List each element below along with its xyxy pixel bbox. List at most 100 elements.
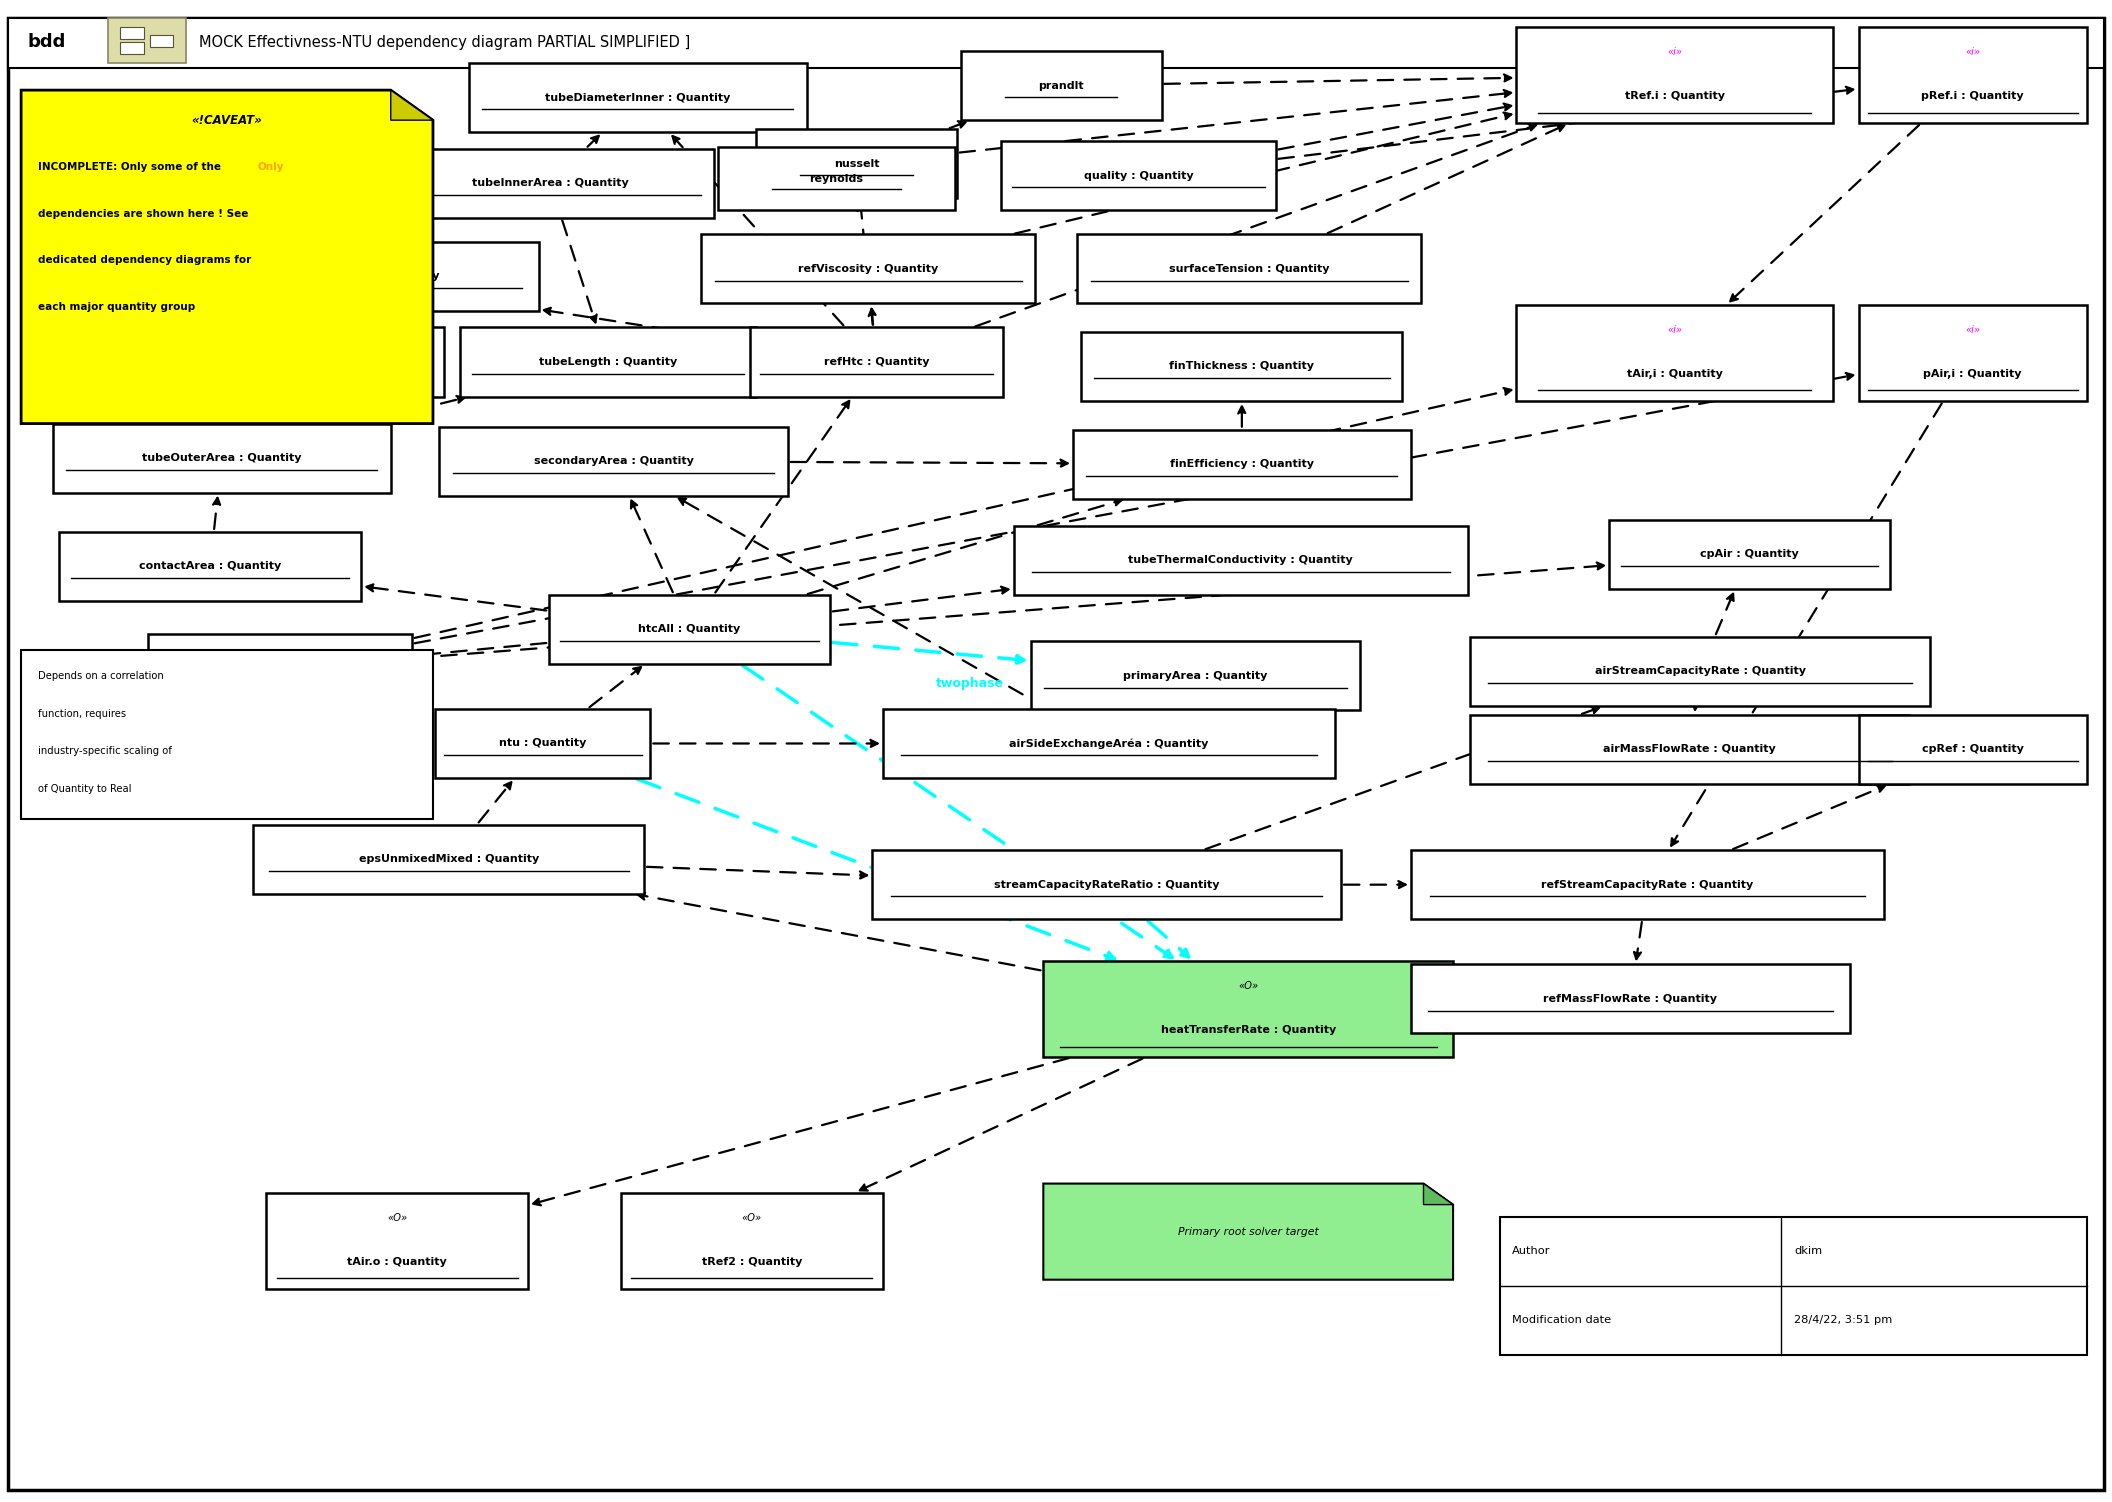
Text: Depends on a correlation: Depends on a correlation — [38, 671, 165, 682]
Text: tAir,i : Quantity: tAir,i : Quantity — [1626, 369, 1723, 379]
Text: «O»: «O» — [386, 1212, 408, 1223]
FancyBboxPatch shape — [386, 149, 714, 218]
Text: dependencies are shown here ! See: dependencies are shown here ! See — [38, 209, 249, 219]
Text: Only: Only — [258, 162, 285, 173]
Text: surfaceTension : Quantity: surfaceTension : Quantity — [1170, 264, 1328, 273]
FancyBboxPatch shape — [150, 35, 173, 47]
Text: bdd: bdd — [27, 33, 65, 51]
Text: «i»: «i» — [1666, 47, 1683, 57]
FancyBboxPatch shape — [469, 63, 807, 132]
Text: secondaryArea : Quantity: secondaryArea : Quantity — [534, 457, 693, 466]
FancyBboxPatch shape — [266, 1193, 528, 1289]
FancyBboxPatch shape — [1859, 305, 2087, 401]
Text: airHtc : Quantity: airHtc : Quantity — [228, 664, 332, 673]
Text: «i»: «i» — [1964, 324, 1981, 335]
Text: of Quantity to Real: of Quantity to Real — [38, 784, 131, 795]
FancyBboxPatch shape — [1609, 520, 1890, 589]
FancyBboxPatch shape — [961, 51, 1162, 120]
FancyBboxPatch shape — [1043, 961, 1453, 1057]
Text: fluidThermalConductivity : Quantity: fluidThermalConductivity : Quantity — [215, 272, 439, 281]
Text: htcAll : Quantity: htcAll : Quantity — [638, 625, 741, 634]
Text: tAir.o : Quantity: tAir.o : Quantity — [346, 1257, 448, 1266]
FancyBboxPatch shape — [53, 424, 391, 493]
FancyBboxPatch shape — [59, 532, 361, 601]
Text: tubeOuterArea : Quantity: tubeOuterArea : Quantity — [142, 454, 302, 463]
FancyBboxPatch shape — [1014, 526, 1468, 595]
FancyBboxPatch shape — [1516, 305, 1833, 401]
Polygon shape — [21, 90, 433, 424]
Text: refStreamCapacityRate : Quantity: refStreamCapacityRate : Quantity — [1542, 880, 1753, 889]
FancyBboxPatch shape — [116, 242, 539, 311]
Text: refViscosity : Quantity: refViscosity : Quantity — [798, 264, 938, 273]
Text: dedicated dependency diagrams for: dedicated dependency diagrams for — [38, 255, 251, 266]
FancyBboxPatch shape — [8, 18, 2104, 1490]
Text: Modification date: Modification date — [1512, 1316, 1611, 1325]
FancyBboxPatch shape — [1411, 850, 1884, 919]
Text: Primary root solver target: Primary root solver target — [1178, 1227, 1318, 1236]
Polygon shape — [1423, 1184, 1453, 1205]
Text: «O»: «O» — [1238, 981, 1259, 991]
Text: 28/4/22, 3:51 pm: 28/4/22, 3:51 pm — [1793, 1316, 1892, 1325]
Text: finEfficiency : Quantity: finEfficiency : Quantity — [1170, 460, 1314, 469]
Text: «!CAVEAT»: «!CAVEAT» — [192, 114, 262, 128]
Text: airMassFlowRate : Quantity: airMassFlowRate : Quantity — [1603, 745, 1776, 754]
Text: ntu : Quantity: ntu : Quantity — [498, 739, 587, 748]
Text: reynolds: reynolds — [809, 174, 864, 183]
Text: twophase: twophase — [936, 677, 1003, 689]
FancyBboxPatch shape — [108, 18, 186, 63]
Text: tRef2 : Quantity: tRef2 : Quantity — [701, 1257, 803, 1266]
Text: function, requires: function, requires — [38, 709, 127, 719]
FancyBboxPatch shape — [8, 18, 2104, 68]
Text: epsUnmixedMixed : Quantity: epsUnmixedMixed : Quantity — [359, 855, 539, 864]
Text: nusselt: nusselt — [834, 159, 879, 168]
Text: INCOMPLETE: Only some of the: INCOMPLETE: Only some of the — [38, 162, 222, 173]
FancyBboxPatch shape — [1859, 715, 2087, 784]
FancyBboxPatch shape — [621, 1193, 883, 1289]
Text: tubeThermalConductivity : Quantity: tubeThermalConductivity : Quantity — [1128, 556, 1354, 565]
FancyBboxPatch shape — [701, 234, 1035, 303]
Text: cpAir : Quantity: cpAir : Quantity — [1700, 550, 1799, 559]
FancyBboxPatch shape — [1470, 637, 1930, 706]
FancyBboxPatch shape — [549, 595, 830, 664]
FancyBboxPatch shape — [435, 709, 650, 778]
FancyBboxPatch shape — [1001, 141, 1276, 210]
FancyBboxPatch shape — [120, 27, 144, 39]
Text: MOCK Effectivness-NTU dependency diagram PARTIAL SIMPLIFIED ]: MOCK Effectivness-NTU dependency diagram… — [199, 35, 691, 50]
Text: each major quantity group: each major quantity group — [38, 302, 194, 312]
Text: «i»: «i» — [1666, 324, 1683, 335]
Text: «O»: «O» — [741, 1212, 762, 1223]
Text: cpRef : Quantity: cpRef : Quantity — [1922, 745, 2023, 754]
Text: tubeInnerArea : Quantity: tubeInnerArea : Quantity — [471, 179, 629, 188]
FancyBboxPatch shape — [148, 634, 412, 703]
FancyBboxPatch shape — [750, 327, 1003, 397]
FancyBboxPatch shape — [1500, 1217, 2087, 1355]
Text: dkim: dkim — [1793, 1247, 1823, 1256]
Text: primaryArea : Quantity: primaryArea : Quantity — [1124, 671, 1267, 680]
FancyBboxPatch shape — [460, 327, 756, 397]
Text: «i»: «i» — [1964, 47, 1981, 57]
FancyBboxPatch shape — [21, 650, 433, 819]
Text: quality : Quantity: quality : Quantity — [1083, 171, 1193, 180]
Text: airStreamCapacityRate : Quantity: airStreamCapacityRate : Quantity — [1595, 667, 1806, 676]
Polygon shape — [1043, 1184, 1453, 1280]
FancyBboxPatch shape — [1516, 27, 1833, 123]
FancyBboxPatch shape — [872, 850, 1341, 919]
FancyBboxPatch shape — [120, 42, 144, 54]
Text: tRef.i : Quantity: tRef.i : Quantity — [1624, 92, 1726, 101]
FancyBboxPatch shape — [883, 709, 1335, 778]
FancyBboxPatch shape — [718, 147, 955, 210]
FancyBboxPatch shape — [1073, 430, 1411, 499]
Text: contactArea : Quantity: contactArea : Quantity — [139, 562, 281, 571]
Polygon shape — [391, 90, 433, 120]
FancyBboxPatch shape — [1077, 234, 1421, 303]
Text: tubeDiameterOuter : Quantity: tubeDiameterOuter : Quantity — [171, 357, 361, 366]
Text: pAir,i : Quantity: pAir,i : Quantity — [1924, 369, 2021, 379]
Text: pRef.i : Quantity: pRef.i : Quantity — [1922, 92, 2023, 101]
Text: refMassFlowRate : Quantity: refMassFlowRate : Quantity — [1544, 994, 1717, 1003]
FancyBboxPatch shape — [89, 327, 444, 397]
Text: airSideExchangeAréa : Quantity: airSideExchangeAréa : Quantity — [1010, 739, 1208, 748]
FancyBboxPatch shape — [439, 427, 788, 496]
Text: Author: Author — [1512, 1247, 1550, 1256]
Text: prandlt: prandlt — [1039, 81, 1083, 90]
FancyBboxPatch shape — [253, 825, 644, 894]
